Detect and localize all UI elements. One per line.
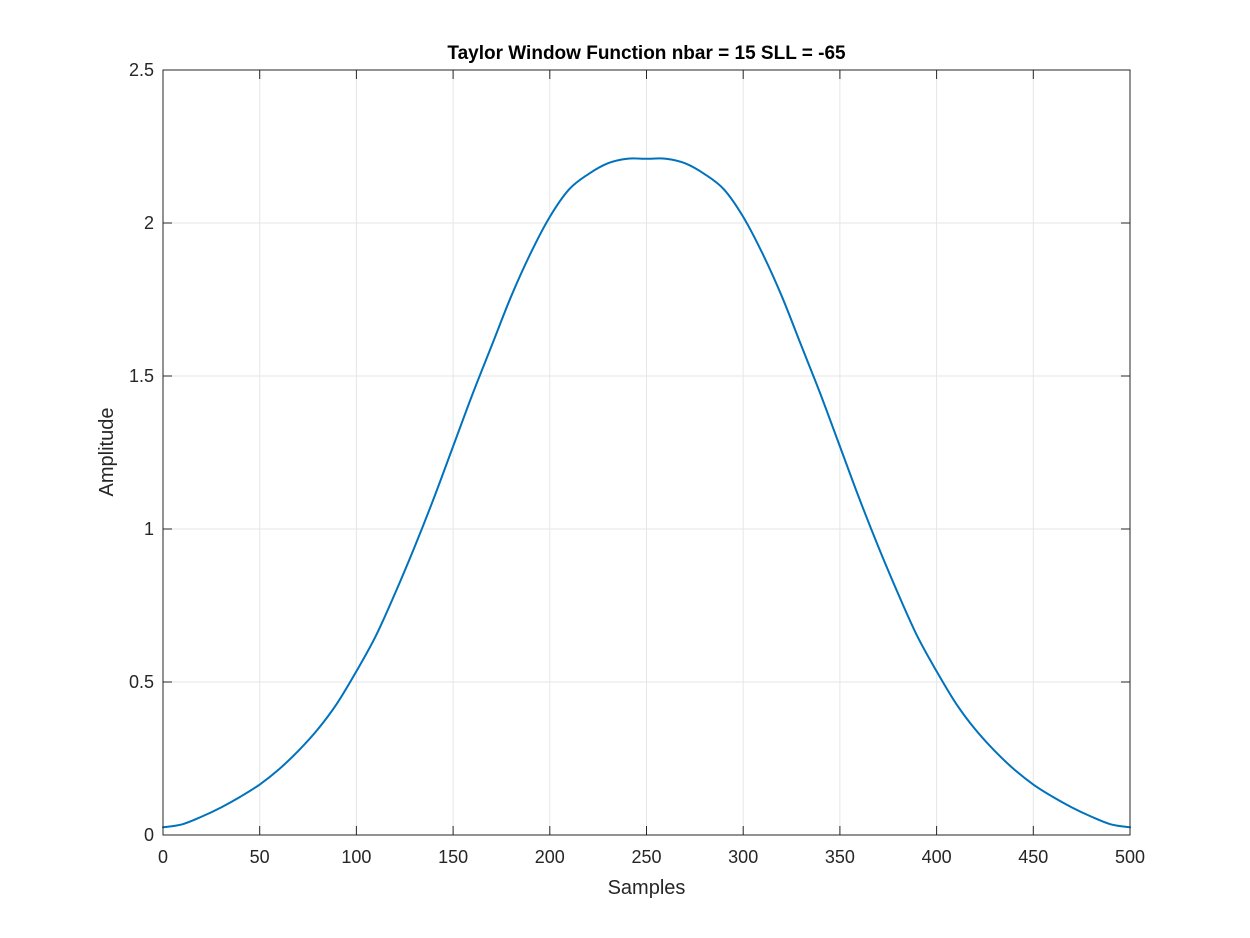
grid-layer (162, 69, 1131, 836)
x-tick-label: 450 (1018, 847, 1048, 867)
y-tick-label: 1.5 (129, 366, 154, 386)
y-tick-label: 0 (144, 825, 154, 845)
x-tick-label: 100 (341, 847, 371, 867)
series-layer (162, 157, 1131, 829)
y-tick-label: 0.5 (129, 672, 154, 692)
y-tick-label: 2.5 (129, 60, 154, 80)
y-tick-label: 2 (144, 213, 154, 233)
x-tick-label: 200 (535, 847, 565, 867)
x-axis-label: Samples (608, 877, 686, 899)
x-tick-label: 50 (250, 847, 270, 867)
x-tick-label: 300 (728, 847, 758, 867)
y-tick-label: 1 (144, 519, 154, 539)
y-axis-label: Amplitude (96, 408, 118, 497)
x-tick-label: 0 (158, 847, 168, 867)
x-tick-label: 250 (631, 847, 661, 867)
x-tick-label: 150 (438, 847, 468, 867)
x-tick-label: 350 (825, 847, 855, 867)
x-tick-label: 500 (1115, 847, 1145, 867)
chart-title: Taylor Window Function nbar = 15 SLL = -… (447, 43, 846, 64)
x-tick-label: 400 (922, 847, 952, 867)
series-line (162, 157, 1131, 829)
tick-layer: 0 50 100 150 200 250 300 350 400 450 500 0 0.5 1 1.5 2 2… (129, 60, 1145, 867)
